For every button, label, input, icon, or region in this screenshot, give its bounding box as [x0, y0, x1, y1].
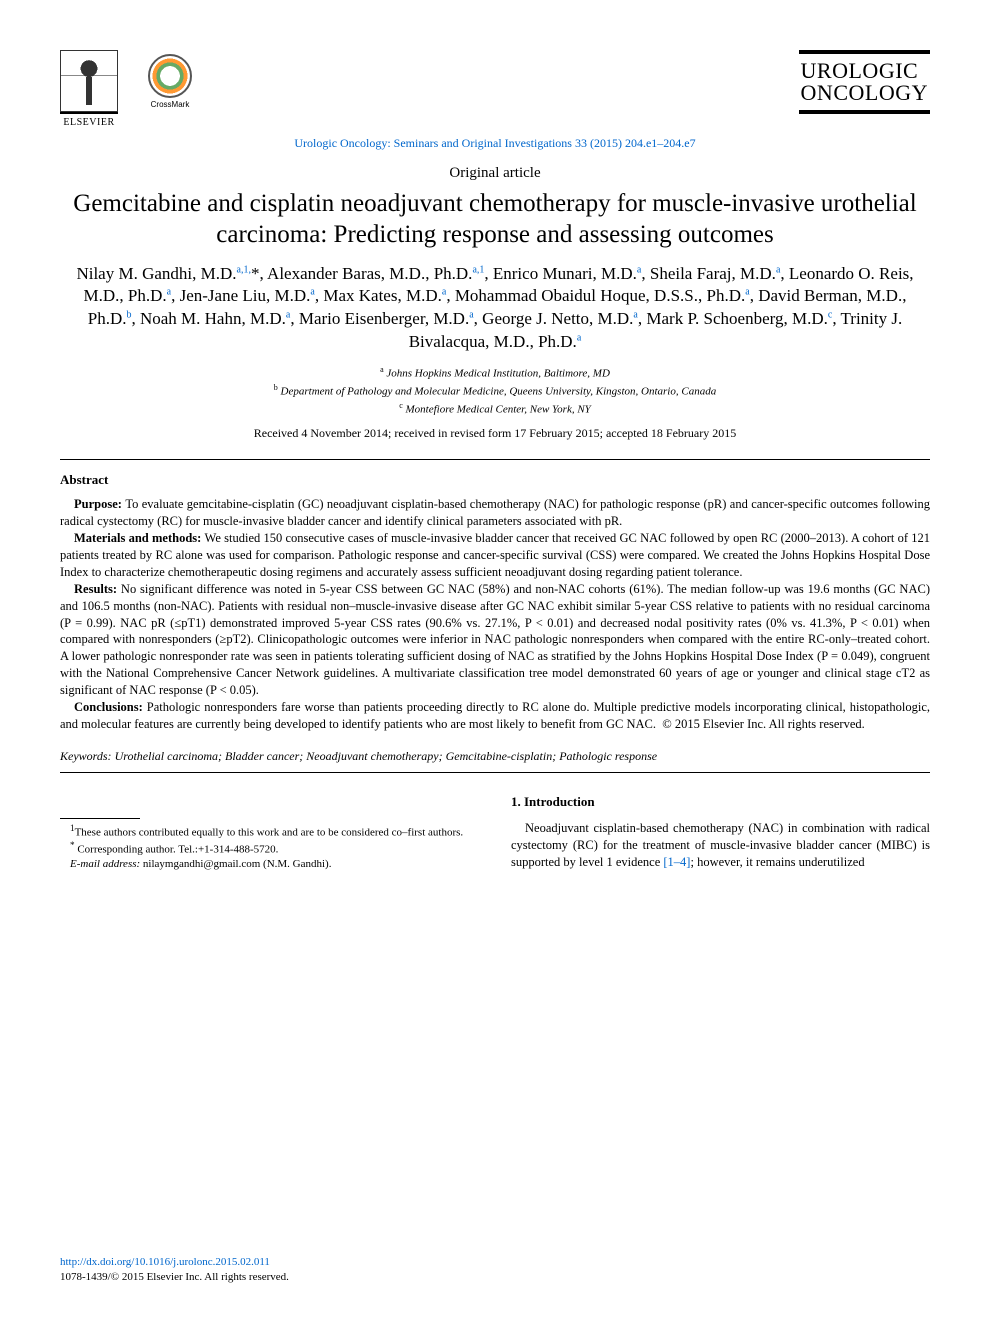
- crossmark-label: CrossMark: [151, 100, 190, 109]
- keywords-line: Keywords: Urothelial carcinoma; Bladder …: [60, 749, 930, 764]
- page-header: ELSEVIER CrossMark UROLOGIC ONCOLOGY: [60, 50, 930, 128]
- doi-link[interactable]: http://dx.doi.org/10.1016/j.urolonc.2015…: [60, 1256, 270, 1268]
- journal-reference: Urologic Oncology: Seminars and Original…: [60, 136, 930, 151]
- logo-rule: [60, 112, 118, 114]
- affiliation-b: b Department of Pathology and Molecular …: [60, 382, 930, 400]
- footnote-cofirst: 1These authors contributed equally to th…: [60, 823, 479, 840]
- footnotes: 1These authors contributed equally to th…: [60, 823, 479, 871]
- abstract-heading: Abstract: [60, 472, 930, 488]
- intro-paragraph: Neoadjuvant cisplatin-based chemotherapy…: [511, 820, 930, 871]
- keywords-text: Urothelial carcinoma; Bladder cancer; Ne…: [115, 749, 658, 763]
- publisher-name: ELSEVIER: [63, 117, 114, 128]
- abstract-purpose: Purpose: To evaluate gemcitabine-cisplat…: [60, 496, 930, 530]
- article-type: Original article: [60, 165, 930, 182]
- journal-name-line2: ONCOLOGY: [801, 82, 928, 104]
- affiliation-c: c Montefiore Medical Center, New York, N…: [60, 400, 930, 418]
- ref-link-1-4[interactable]: [1–4]: [663, 855, 690, 869]
- affiliations: a Johns Hopkins Medical Institution, Bal…: [60, 364, 930, 418]
- article-dates: Received 4 November 2014; received in re…: [60, 426, 930, 441]
- publisher-logo: ELSEVIER: [60, 50, 118, 128]
- keywords-bottom-rule: [60, 772, 930, 773]
- article-title: Gemcitabine and cisplatin neoadjuvant ch…: [60, 188, 930, 251]
- abstract-copyright: © 2015 Elsevier Inc. All rights reserved…: [662, 717, 865, 731]
- header-left: ELSEVIER CrossMark: [60, 50, 192, 128]
- crossmark-badge[interactable]: CrossMark: [148, 54, 192, 109]
- abstract-materials: Materials and methods: We studied 150 co…: [60, 530, 930, 581]
- journal-name-line1: UROLOGIC: [801, 60, 928, 82]
- author-list: Nilay M. Gandhi, M.D.a,1,*, Alexander Ba…: [60, 263, 930, 355]
- abstract-conclusions: Conclusions: Pathologic nonresponders fa…: [60, 699, 930, 733]
- affiliation-a: a Johns Hopkins Medical Institution, Bal…: [60, 364, 930, 382]
- footnote-corresponding: * Corresponding author. Tel.:+1-314-488-…: [60, 840, 479, 857]
- page-footer: http://dx.doi.org/10.1016/j.urolonc.2015…: [60, 1255, 289, 1284]
- keywords-label: Keywords:: [60, 749, 112, 763]
- issn-copyright: 1078-1439/© 2015 Elsevier Inc. All right…: [60, 1271, 289, 1283]
- intro-heading: 1. Introduction: [511, 793, 930, 811]
- abstract-results: Results: No significant difference was n…: [60, 581, 930, 699]
- left-column: 1These authors contributed equally to th…: [60, 793, 479, 871]
- body-columns: 1These authors contributed equally to th…: [60, 793, 930, 871]
- right-column: 1. Introduction Neoadjuvant cisplatin-ba…: [511, 793, 930, 871]
- abstract-body: Purpose: To evaluate gemcitabine-cisplat…: [60, 496, 930, 732]
- abstract-top-rule: [60, 459, 930, 460]
- elsevier-tree-icon: [60, 50, 118, 112]
- footnote-rule: [60, 818, 140, 819]
- footnote-email: E-mail address: nilaymgandhi@gmail.com (…: [60, 857, 479, 871]
- journal-reference-link[interactable]: Urologic Oncology: Seminars and Original…: [294, 136, 695, 150]
- journal-title-box: UROLOGIC ONCOLOGY: [799, 50, 930, 114]
- crossmark-icon: [148, 54, 192, 98]
